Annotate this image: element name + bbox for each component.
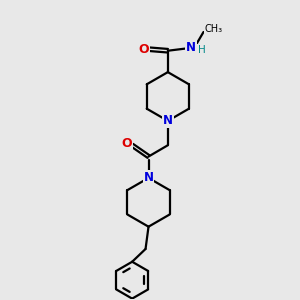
Text: N: N [143, 171, 154, 184]
Text: CH₃: CH₃ [204, 24, 222, 34]
Text: O: O [139, 43, 149, 56]
Text: H: H [197, 45, 205, 55]
Text: N: N [163, 114, 173, 128]
Text: O: O [122, 137, 132, 150]
Text: N: N [143, 171, 154, 184]
Text: N: N [186, 41, 196, 54]
